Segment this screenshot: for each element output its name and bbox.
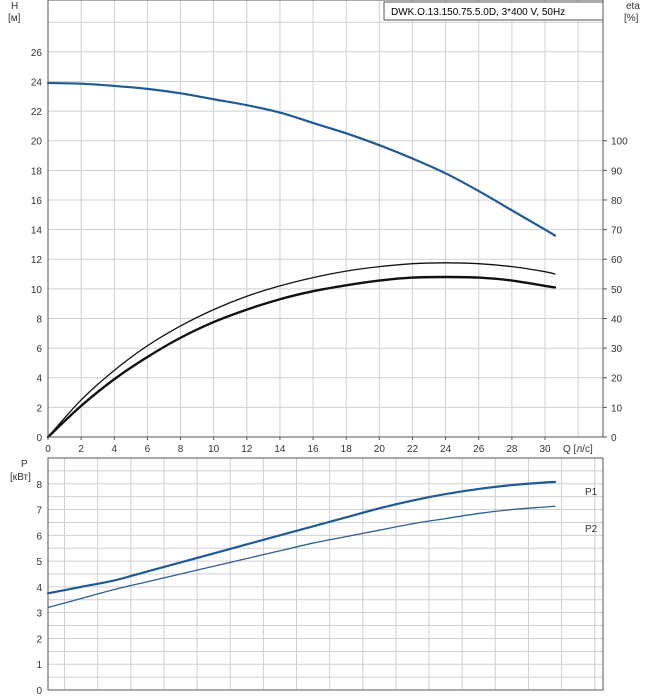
power-tick-label: 2 — [36, 634, 42, 645]
power-tick-label: 7 — [36, 506, 42, 517]
x-tick-label: 20 — [374, 444, 386, 455]
x-tick-label: 22 — [407, 444, 419, 455]
head-plot-frame — [47, 0, 604, 438]
y-left-tick-label: 14 — [31, 226, 43, 237]
title-box — [383, 1, 604, 21]
y-left-tick-label: 10 — [31, 285, 43, 296]
x-tick-label: 16 — [308, 444, 320, 455]
y-right-tick-label: 40 — [611, 314, 623, 325]
power-tick-label: 4 — [36, 583, 42, 594]
power-tick-label: 3 — [36, 609, 42, 620]
x-axis-label: Q [л/с] — [563, 444, 593, 455]
x-tick-label: 14 — [274, 444, 286, 455]
y-left-tick-label: 18 — [31, 166, 43, 177]
head-efficiency-chart: 0 2 4 6 8 10 12 14 16 18 20 22 24 26 28 300246810121416… — [8, 0, 640, 455]
series-line-eta2 — [46, 275, 557, 439]
y-right-tick-label: 70 — [611, 226, 623, 237]
y-right-tick-label: 30 — [611, 344, 623, 355]
power-tick-label: 6 — [36, 531, 42, 542]
y-left-tick-label: 4 — [36, 374, 42, 385]
head-tick-labels: 0 2 4 6 8 10 12 14 16 18 20 22 24 26 28 300246810121416… — [31, 48, 628, 455]
power-plot-frame — [47, 457, 604, 691]
y-left-tick-label: 0 — [36, 433, 42, 444]
chart-title: DWK.O.13.150.75.5.0D, 3*400 V, 50Hz — [391, 7, 565, 18]
legend-p1: P1 — [585, 487, 598, 498]
x-tick-label: 4 — [111, 444, 117, 455]
y-left-tick-label: 6 — [36, 344, 42, 355]
legend-p2: P2 — [585, 524, 598, 535]
y-left-tick-label: 16 — [31, 196, 43, 207]
y-left-axis-label: H — [11, 1, 18, 12]
y-left-tick-label: 12 — [31, 255, 43, 266]
x-tick-label: 26 — [473, 444, 485, 455]
x-tick-label: 28 — [506, 444, 518, 455]
y-right-tick-label: 50 — [611, 285, 623, 296]
head-grid — [48, 0, 603, 437]
x-tick-label: 10 — [208, 444, 220, 455]
y-right-tick-label: 80 — [611, 196, 623, 207]
y-right-axis-unit: [%] — [624, 13, 639, 24]
power-axis-label: P — [21, 459, 28, 470]
x-tick-label: 6 — [145, 444, 151, 455]
head-series-layer — [46, 81, 557, 439]
y-left-tick-label: 20 — [31, 137, 43, 148]
y-left-tick-label: 26 — [31, 48, 43, 59]
y-left-tick-label: 2 — [36, 403, 42, 414]
y-left-tick-label: 24 — [31, 77, 43, 88]
x-tick-label: 0 — [45, 444, 51, 455]
power-tick-label: 8 — [36, 480, 42, 491]
power-axis-unit: [кВт] — [10, 472, 31, 483]
power-grid — [48, 458, 603, 690]
power-tick-labels: 0 1 2 3 4 5 6 7 8 — [36, 480, 42, 697]
series-line-eta1 — [47, 262, 556, 438]
series-line-H — [46, 81, 557, 237]
power-tick-label: 5 — [36, 557, 42, 568]
y-right-tick-label: 60 — [611, 255, 623, 266]
y-right-tick-label: 10 — [611, 403, 623, 414]
y-right-tick-label: 90 — [611, 166, 623, 177]
y-right-tick-label: 100 — [611, 137, 628, 148]
y-right-tick-label: 20 — [611, 374, 623, 385]
x-tick-label: 24 — [440, 444, 452, 455]
y-right-tick-label: 0 — [611, 433, 617, 444]
y-right-axis-label: eta — [626, 1, 640, 12]
x-tick-label: 30 — [539, 444, 551, 455]
series-line-p2 — [47, 505, 556, 609]
power-tick-label: 0 — [36, 686, 42, 697]
x-tick-label: 2 — [78, 444, 84, 455]
power-tick-label: 1 — [36, 660, 42, 671]
x-tick-label: 18 — [341, 444, 353, 455]
power-chart: 0 1 2 3 4 5 6 7 8 P [кВт] P1 P2 — [10, 457, 604, 697]
series-line-p1 — [46, 480, 557, 595]
y-left-tick-label: 8 — [36, 314, 42, 325]
power-series-layer — [46, 480, 557, 609]
x-tick-label: 8 — [178, 444, 184, 455]
x-tick-label: 12 — [241, 444, 253, 455]
y-left-tick-label: 22 — [31, 107, 43, 118]
y-left-axis-unit: [м] — [8, 13, 21, 24]
